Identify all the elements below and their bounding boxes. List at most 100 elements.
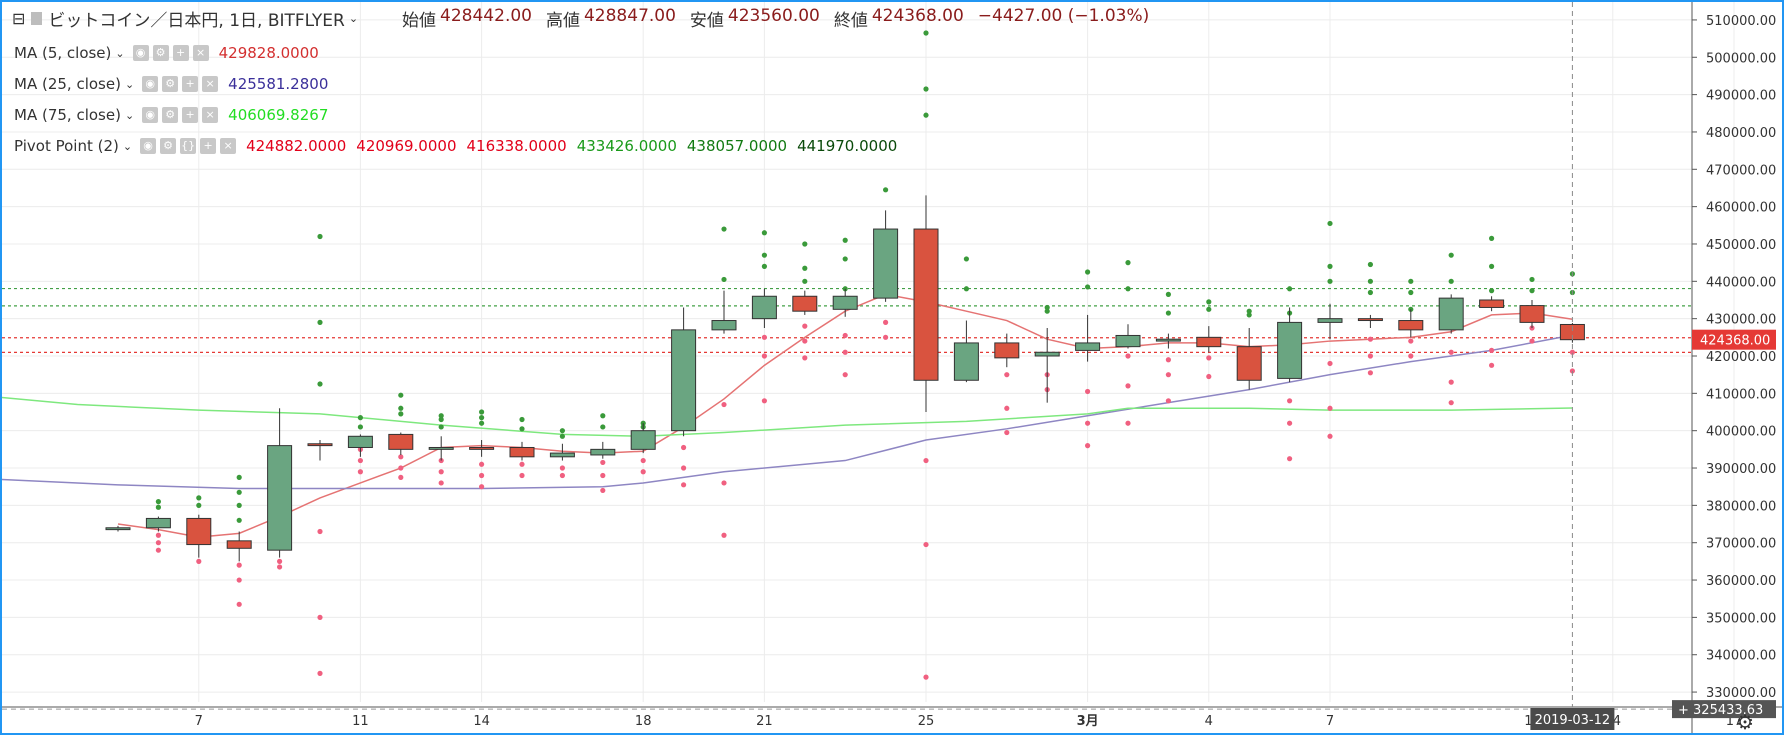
ma-line (2, 396, 1573, 438)
pivot-dot-green (196, 495, 202, 501)
candle-body (509, 446, 535, 458)
pivot-dot-green (1327, 263, 1333, 269)
candle-body (913, 228, 939, 381)
candle-body (711, 320, 737, 331)
pivot-dot-red (842, 332, 848, 339)
chevron-down-icon[interactable]: ⌄ (124, 77, 135, 91)
chart-settings-gear-icon[interactable]: ⚙ (1736, 710, 1754, 734)
candle-body (388, 433, 414, 450)
pivot-dot-green (479, 420, 485, 426)
pivot-dot-green (1044, 304, 1050, 311)
chevron-down-icon[interactable]: ⌄ (115, 46, 125, 60)
candle-body (1317, 318, 1343, 323)
pivot-dot-red (236, 577, 242, 583)
indicator-name[interactable]: MA (25, close) (14, 75, 121, 93)
indicator-name[interactable]: Pivot Point (2) (14, 137, 119, 155)
candle-body (1115, 334, 1141, 348)
chevron-down-icon[interactable]: ⌄ (124, 108, 135, 122)
pivot-dot-green (923, 112, 929, 118)
plus-icon[interactable]: + (182, 76, 199, 92)
pivot-dot-red (1165, 357, 1171, 363)
pivot-dot-green (761, 263, 768, 269)
pivot-dot-red (277, 558, 283, 564)
x-tick-label: 7 (1326, 714, 1334, 729)
eye-icon[interactable]: ◉ (132, 45, 149, 61)
pivot-dot-green (479, 409, 485, 415)
pivot-dot-red (1085, 420, 1091, 426)
chevron-down-icon[interactable]: ⌄ (348, 12, 359, 25)
close-icon[interactable]: × (202, 107, 219, 123)
pivot-dot-red (155, 540, 161, 546)
pivot-dot-green (1489, 263, 1495, 269)
gear-icon[interactable]: ⚙ (162, 76, 179, 92)
candle-body (953, 342, 979, 381)
pivot-dot-red (438, 480, 444, 486)
pivot-dot-red (398, 454, 404, 460)
pivot-dot-red (1004, 372, 1010, 378)
pivot-dot-red (681, 465, 687, 471)
candle-body (186, 517, 212, 546)
pivot-dot-red (721, 480, 727, 486)
pivot-dot-red (1489, 347, 1495, 353)
pivot-dot-red (640, 457, 646, 464)
indicator-name[interactable]: MA (75, close) (14, 106, 121, 124)
candle-body (630, 430, 656, 450)
pivot-dot-green (1044, 308, 1050, 314)
pivot-dot-green (398, 411, 404, 417)
indicator-name[interactable]: MA (5, close) (14, 44, 112, 62)
indicator-ma75: MA (75, close) ⌄ ◉ ⚙ + × 406069.8267 (14, 106, 338, 124)
symbol-title[interactable]: ビットコイン／日本円, 1日, BITFLYER (48, 11, 345, 31)
candle-body (1357, 318, 1383, 322)
pivot-dot-red (681, 482, 687, 488)
pivot-dot-green (721, 276, 727, 283)
y-tick-label: 490000.00 (1706, 89, 1776, 104)
braces-icon[interactable]: {} (180, 138, 197, 154)
collapse-icon[interactable]: ⊟ (12, 9, 26, 28)
plus-icon[interactable]: + (200, 138, 217, 154)
gear-icon[interactable]: ⚙ (152, 45, 169, 61)
eye-icon[interactable]: ◉ (142, 76, 159, 92)
candle-body (671, 329, 697, 432)
pivot-dot-red (1165, 398, 1171, 404)
candle-body (428, 446, 454, 450)
close-icon[interactable]: × (202, 76, 219, 92)
close-icon[interactable]: × (192, 45, 209, 61)
pivot-dot-green (923, 30, 929, 36)
pivot-dot-red (1085, 443, 1091, 449)
chevron-down-icon[interactable]: ⌄ (122, 139, 133, 153)
candle-body (226, 540, 252, 549)
plus-icon[interactable]: + (182, 107, 199, 123)
pivot-dot-red (1367, 353, 1373, 359)
candle-body (832, 295, 858, 310)
x-tick-label: 18 (635, 714, 652, 729)
y-tick-label: 500000.00 (1706, 51, 1776, 66)
pivot-dot-red (1448, 400, 1454, 406)
pivot-dot-red (1004, 405, 1010, 411)
pivot-dot-red (438, 469, 444, 475)
pivot-dot-green (559, 428, 566, 434)
indicator-ma5: MA (5, close) ⌄ ◉ ⚙ + × 429828.0000 (14, 44, 329, 62)
cursor-date-badge (1530, 708, 1615, 730)
plus-icon[interactable]: + (172, 45, 189, 61)
pivot-dot-red (883, 319, 889, 325)
pivot-dot-red (1569, 368, 1575, 374)
pivot-dot-red (479, 461, 485, 467)
pivot-dot-red (761, 398, 768, 404)
x-tick-label: 14 (473, 714, 490, 729)
candle-body (1034, 351, 1060, 357)
pivot-dot-red (155, 547, 161, 553)
candle-body (105, 527, 131, 531)
pivot-dot-red (1529, 338, 1535, 344)
gear-icon[interactable]: ⚙ (160, 138, 177, 154)
x-tick-label: 11 (352, 714, 369, 729)
flag-icon (31, 12, 43, 25)
close-icon[interactable]: × (220, 138, 237, 154)
candle-body (145, 517, 171, 529)
gear-icon[interactable]: ⚙ (162, 107, 179, 123)
pivot-dot-red (1287, 456, 1293, 462)
eye-icon[interactable]: ◉ (140, 138, 157, 154)
indicator-value: 433426.0000 (576, 137, 677, 155)
indicator-value: 438057.0000 (686, 137, 788, 155)
eye-icon[interactable]: ◉ (142, 107, 159, 123)
